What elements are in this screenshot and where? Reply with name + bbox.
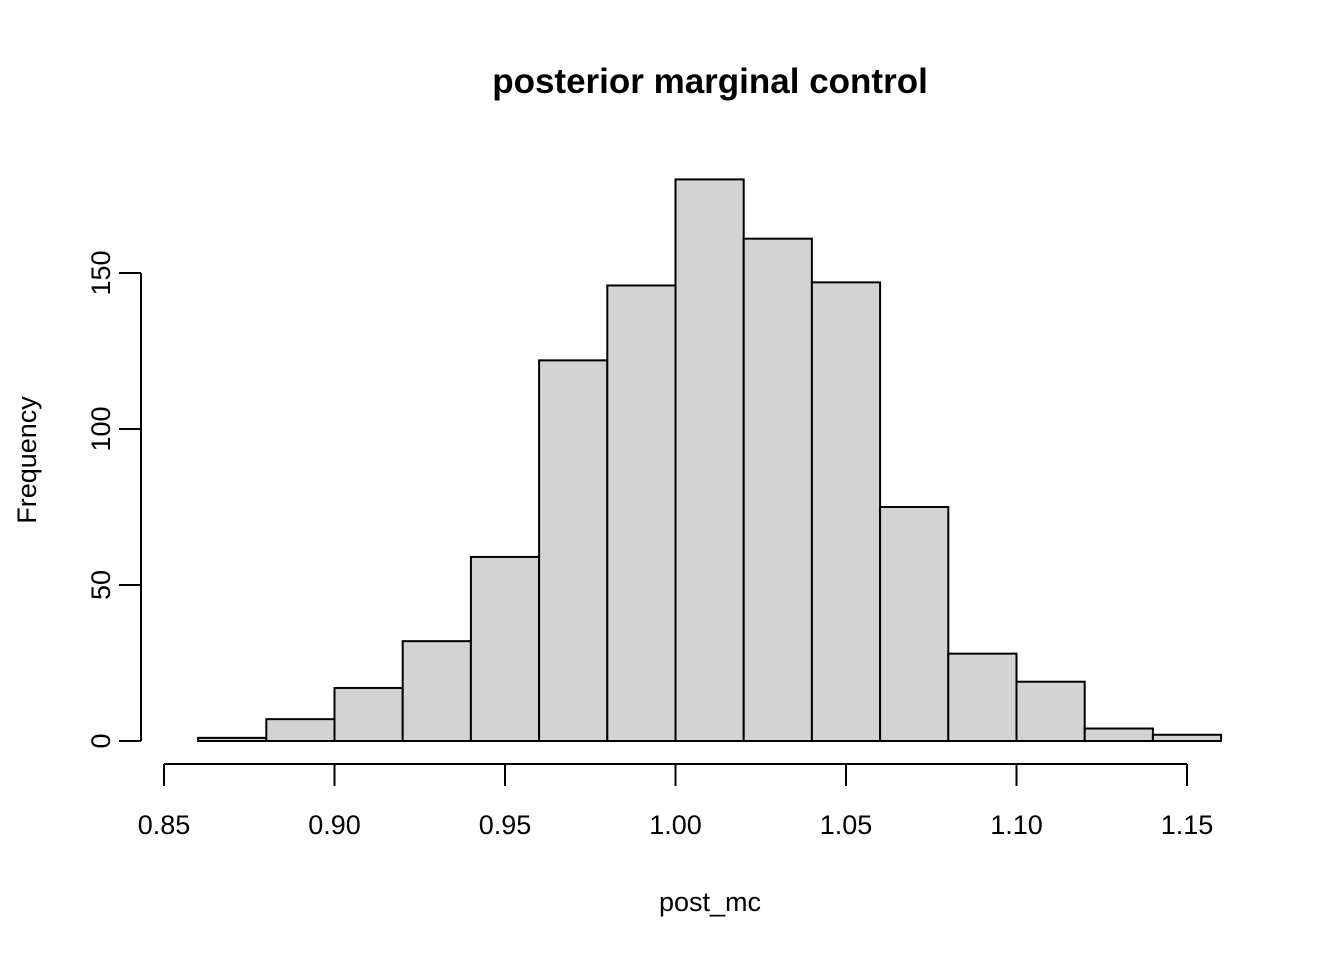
histogram-bar-3 [403, 641, 471, 741]
histogram-bar-0 [198, 738, 266, 741]
x-tick-label-3: 1.00 [649, 810, 702, 840]
chart-title: posterior marginal control [492, 62, 928, 101]
histogram-bar-8 [744, 239, 812, 741]
histogram-bar-13 [1085, 729, 1153, 741]
x-axis-label: post_mc [659, 887, 761, 917]
x-tick-label-0: 0.85 [138, 810, 191, 840]
histogram-bar-6 [607, 285, 675, 741]
y-tick-label-0: 0 [86, 733, 116, 748]
histogram-bar-7 [676, 179, 744, 741]
y-tick-label-1: 50 [86, 570, 116, 600]
histogram-bar-10 [880, 507, 948, 741]
x-axis: 0.85 0.90 0.95 1.00 1.05 1.10 1.15 [138, 764, 1214, 840]
histogram-bar-9 [812, 282, 880, 741]
y-axis-label: Frequency [12, 396, 42, 524]
histogram-bar-1 [266, 719, 334, 741]
histogram-bar-4 [471, 557, 539, 741]
x-tick-label-2: 0.95 [479, 810, 532, 840]
histogram-bar-5 [539, 360, 607, 741]
y-axis: 0 50 100 150 [86, 250, 141, 748]
histogram-bar-11 [948, 654, 1016, 741]
y-tick-label-2: 100 [86, 406, 116, 451]
histogram-bar-2 [335, 688, 403, 741]
bars-group [198, 179, 1221, 741]
histogram-bar-12 [1017, 682, 1085, 741]
x-tick-label-4: 1.05 [820, 810, 873, 840]
y-tick-label-3: 150 [86, 250, 116, 295]
x-tick-label-5: 1.10 [990, 810, 1043, 840]
x-tick-label-6: 1.15 [1161, 810, 1214, 840]
histogram-bar-14 [1153, 735, 1221, 741]
x-tick-label-1: 0.90 [308, 810, 361, 840]
